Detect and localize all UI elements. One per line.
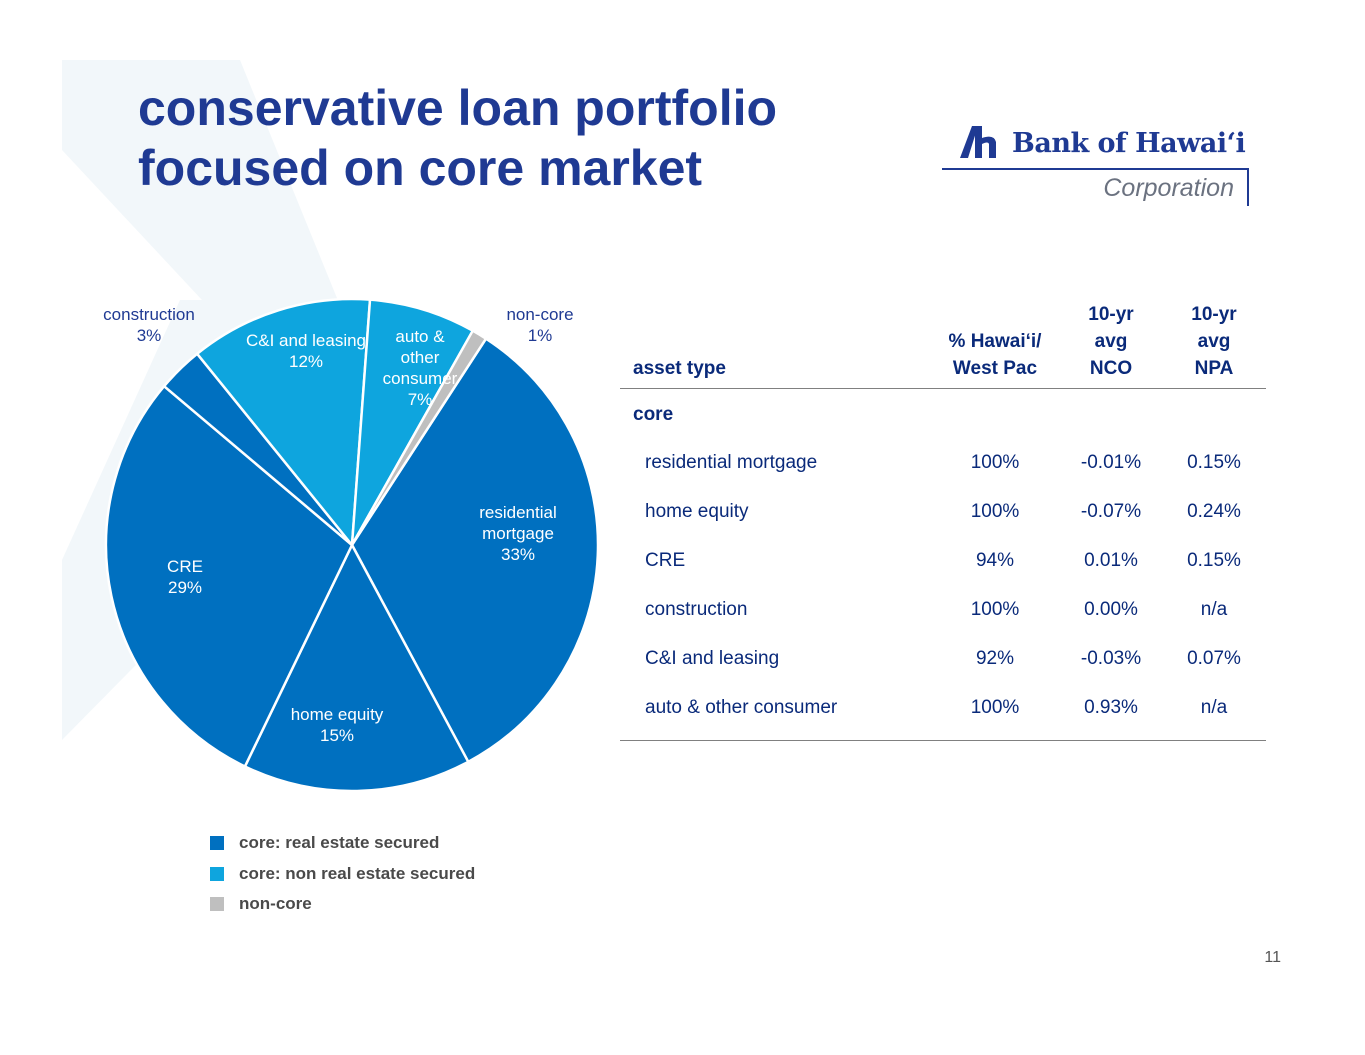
- legend-swatch: [210, 897, 224, 912]
- cell-pct: 100%: [970, 501, 1020, 522]
- title-line-1: conservative loan portfolio: [138, 80, 778, 136]
- cell-nco: -0.03%: [1080, 648, 1142, 669]
- pie-label-home-equity: home equity 15%: [291, 705, 384, 745]
- pie-label-cre: CRE 29%: [167, 557, 203, 597]
- logo-name: Bank of Hawai‘i: [1012, 128, 1246, 159]
- cell-nco: 0.01%: [1084, 550, 1138, 571]
- pie-label-value: 7%: [408, 390, 433, 409]
- pie-label-text: consumer: [383, 369, 458, 388]
- legend-label: core: non real estate secured: [239, 863, 476, 883]
- legend-item-core-real-estate: core: real estate secured: [210, 828, 475, 859]
- pie-label-text: auto &: [395, 327, 445, 346]
- legend-swatch: [210, 866, 224, 881]
- table-row: C&I and leasing 92% -0.03% 0.07%: [620, 634, 1266, 683]
- cell-nco: 0.93%: [1084, 697, 1138, 718]
- header-npa-line1: 10-yr: [1191, 304, 1237, 325]
- header-nco: 10-yr avg NCO: [1060, 301, 1162, 382]
- pie-label-value: 1%: [528, 326, 553, 345]
- pie-slice-c-i-and-leasing: [195, 297, 372, 547]
- cell-nco: -0.01%: [1080, 452, 1142, 473]
- logo-subtitle: Corporation: [1103, 174, 1234, 202]
- cell-asset: residential mortgage: [645, 452, 818, 473]
- header-pct-line2: West Pac: [952, 358, 1038, 379]
- table-row: residential mortgage 100% -0.01% 0.15%: [620, 438, 1266, 487]
- pie-label-construction: construction 3%: [103, 305, 195, 345]
- table-row: home equity 100% -0.07% 0.24%: [620, 487, 1266, 536]
- pie-label-value: 15%: [320, 726, 354, 745]
- cell-pct: 92%: [975, 648, 1015, 669]
- cell-npa: 0.24%: [1187, 501, 1241, 522]
- cell-npa: 0.07%: [1187, 648, 1241, 669]
- pie-slice-home-equity: [243, 543, 470, 793]
- cell-pct: 100%: [970, 599, 1020, 620]
- table-row: auto & other consumer 100% 0.93% n/a: [620, 683, 1266, 732]
- cell-npa: n/a: [1200, 599, 1228, 620]
- legend-label: core: real estate secured: [239, 833, 440, 853]
- pie-label-value: 29%: [168, 578, 202, 597]
- asset-quality-table: asset type % Hawai‘i/ West Pac 10-yr avg…: [620, 300, 1266, 741]
- header-pct-hawaii: % Hawai‘i/ West Pac: [930, 328, 1060, 382]
- cell-asset: auto & other consumer: [645, 697, 838, 718]
- legend-swatch: [210, 836, 224, 851]
- chart-legend: core: real estate secured core: non real…: [210, 828, 475, 920]
- pie-label-text: home equity: [291, 705, 384, 724]
- cell-asset: CRE: [645, 550, 686, 571]
- legend-item-non-core: non-core: [210, 889, 475, 920]
- table-row: construction 100% 0.00% n/a: [620, 585, 1266, 634]
- header-npa-line2: avg: [1197, 331, 1231, 352]
- pie-label-text: construction: [103, 305, 195, 324]
- legend-item-core-non-real-estate: core: non real estate secured: [210, 859, 475, 890]
- pie-label-text: residential: [479, 503, 557, 522]
- pie-slice-auto-other-consumer: [350, 298, 475, 547]
- pie-label-text: mortgage: [482, 524, 554, 543]
- pie-slice-cre: [104, 384, 354, 768]
- cell-pct: 100%: [970, 697, 1020, 718]
- header-pct-line1: % Hawai‘i/: [948, 331, 1042, 352]
- logo-emblem-icon: [960, 126, 996, 158]
- cell-npa: 0.15%: [1187, 550, 1241, 571]
- header-asset-type: asset type: [633, 358, 726, 379]
- cell-nco: -0.07%: [1080, 501, 1142, 522]
- table-header: asset type % Hawai‘i/ West Pac 10-yr avg…: [620, 300, 1266, 389]
- pie-label-value: 3%: [137, 326, 162, 345]
- table-group-core: core: [633, 404, 674, 425]
- pie-slice-non-core: [350, 329, 488, 547]
- title-line-2: focused on core market: [138, 140, 703, 196]
- cell-asset: home equity: [645, 501, 749, 522]
- pie-label-residential-mortgage: residential mortgage 33%: [479, 503, 557, 564]
- legend-label: non-core: [239, 894, 312, 914]
- header-npa-line3: NPA: [1194, 358, 1234, 379]
- pie-label-non-core: non-core 1%: [506, 305, 573, 345]
- cell-pct: 94%: [975, 550, 1015, 571]
- logo-divider: [942, 168, 1249, 170]
- pie-label-text: non-core: [506, 305, 573, 324]
- cell-asset: construction: [645, 599, 748, 620]
- logo-vertical-divider: [1247, 168, 1249, 206]
- pie-label-text: other: [401, 348, 440, 367]
- header-npa: 10-yr avg NPA: [1163, 301, 1265, 382]
- page-number: 11: [1264, 949, 1281, 966]
- pie-label-text: C&I and leasing: [246, 331, 366, 350]
- table-row: CRE 94% 0.01% 0.15%: [620, 536, 1266, 585]
- header-nco-line2: avg: [1094, 331, 1128, 352]
- header-nco-line1: 10-yr: [1088, 304, 1134, 325]
- pie-label-value: 33%: [501, 545, 535, 564]
- bank-logo: Bank of Hawai‘i Corporation: [942, 118, 1252, 210]
- pie-label-value: 12%: [289, 352, 323, 371]
- pie-label-auto-other-consumer: auto & other consumer 7%: [383, 327, 458, 409]
- table-bottom-rule: [620, 740, 1266, 741]
- cell-asset: C&I and leasing: [645, 648, 780, 669]
- header-nco-line3: NCO: [1089, 358, 1133, 379]
- cell-pct: 100%: [970, 452, 1020, 473]
- pie-slice-residential-mortgage: [350, 337, 600, 764]
- cell-npa: n/a: [1200, 697, 1228, 718]
- pie-label-c-i-and-leasing: C&I and leasing 12%: [246, 331, 366, 371]
- pie-label-text: CRE: [167, 557, 203, 576]
- slide-title: conservative loan portfolio focused on c…: [138, 78, 777, 198]
- cell-npa: 0.15%: [1187, 452, 1241, 473]
- loan-portfolio-pie-chart: residential mortgage 33% home equity 15% CRE 2…: [103, 297, 600, 793]
- cell-nco: 0.00%: [1084, 599, 1138, 620]
